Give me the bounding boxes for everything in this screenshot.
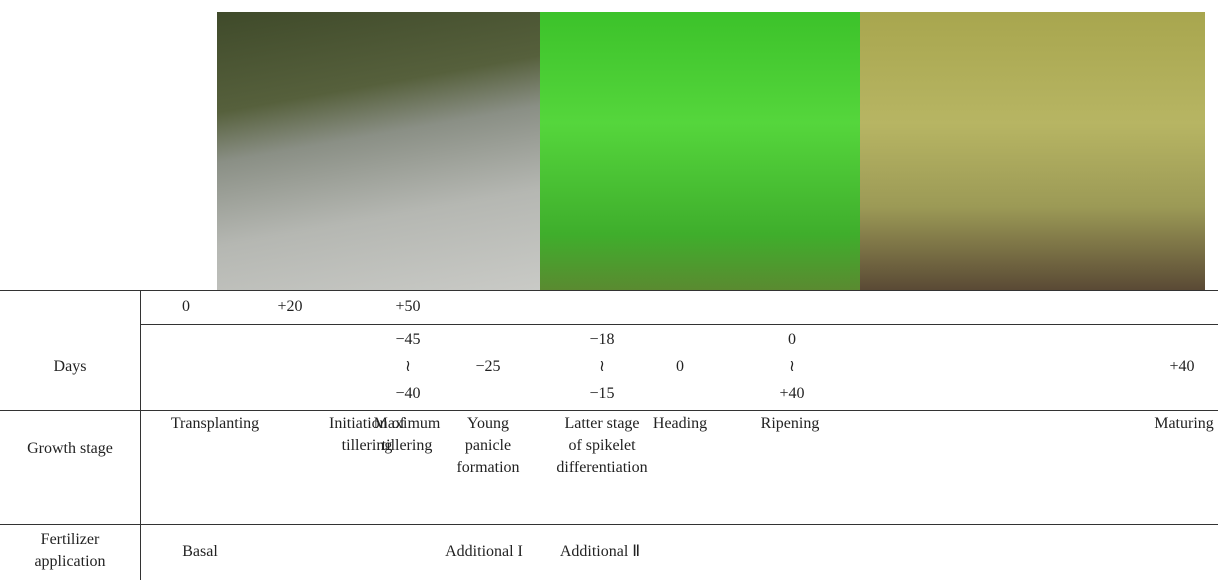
growth-stage: Ripening — [760, 415, 820, 432]
growth-stage: Young — [467, 415, 509, 432]
growth-stage: of spikelet — [568, 437, 636, 454]
photo-transplanting — [217, 12, 540, 290]
day-value: +50 — [395, 298, 421, 315]
day-value: +20 — [277, 298, 303, 315]
fertilizer-application: Additional Ⅱ — [559, 543, 641, 560]
row-rule — [0, 410, 1218, 411]
row-header: Days — [53, 358, 87, 375]
row-rule — [0, 524, 1218, 525]
growth-stage: Maturing — [1154, 415, 1214, 432]
day-value: ≀ — [789, 358, 795, 375]
day-value: 0 — [788, 331, 796, 348]
day-value: 0 — [676, 358, 684, 375]
growth-stage: Maximum — [373, 415, 441, 432]
growth-stage: tillering — [381, 437, 433, 454]
day-value: ≀ — [599, 358, 605, 375]
growth-stage: Transplanting — [170, 415, 260, 432]
table-top-rule — [0, 290, 1218, 291]
row-header: application — [34, 553, 106, 570]
photo-ripening — [860, 12, 1205, 290]
header-column-rule — [140, 290, 141, 580]
growth-stage: panicle — [464, 437, 512, 454]
growth-stage: differentiation — [556, 459, 648, 476]
growth-stage: Initiation of — [329, 415, 405, 432]
day-value: +40 — [1169, 358, 1195, 375]
day-value: −18 — [589, 331, 615, 348]
fertilizer-application: Basal — [182, 543, 218, 560]
growth-stage: formation — [456, 459, 520, 476]
days-divider — [140, 324, 1218, 325]
day-value: −15 — [589, 385, 615, 402]
growth-stage: Latter stage — [564, 415, 640, 432]
row-header: Fertilizer — [40, 531, 100, 548]
growth-stage: Heading — [652, 415, 708, 432]
row-header: Growth stage — [27, 440, 113, 457]
day-value: −40 — [395, 385, 421, 402]
day-value: −45 — [395, 331, 421, 348]
day-value: +40 — [779, 385, 805, 402]
fertilizer-application: Additional I — [445, 543, 523, 560]
day-value: ≀ — [405, 358, 411, 375]
photo-tillering — [540, 12, 860, 290]
day-value: −25 — [475, 358, 501, 375]
day-value: 0 — [182, 298, 190, 315]
growth-stage: tillering — [341, 437, 393, 454]
